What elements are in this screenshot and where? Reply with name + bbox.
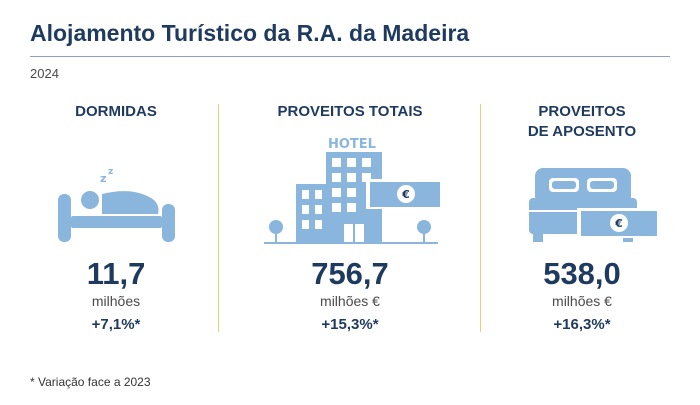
column-divider [480,104,481,332]
stat-heading: PROVEITOS DE APOSENTO [482,102,682,142]
column-divider [218,104,219,332]
svg-text:z: z [108,167,113,177]
stat-dormidas: DORMIDAS z z 11,7 milhões +7,1%* [16,100,216,350]
stat-heading-line1: PROVEITOS [538,103,626,120]
stat-unit: milhões € [320,293,380,309]
stat-heading-line2: DE APOSENTO [527,123,637,140]
stat-change: +15,3%* [321,316,379,333]
sleeping-person-icon: z z [16,152,216,252]
footnote: * Variação face a 2023 [30,375,151,389]
double-bed-icon: € [482,164,682,264]
euro-symbol: € [401,188,410,201]
euro-symbol: € [614,217,623,230]
stat-unit: milhões [91,293,141,309]
stat-change: +7,1%* [91,316,141,333]
stat-heading: DORMIDAS [75,103,157,120]
stat-value: 756,7 [311,256,389,291]
hotel-sign-text: HOTEL [328,137,376,152]
stat-value: 538,0 [543,256,621,291]
stat-unit: milhões € [552,293,612,309]
stat-value: 11,7 [86,256,146,291]
stat-proveitos-totais: PROVEITOS TOTAIS HOTEL [250,100,450,350]
stat-proveitos-aposento: PROVEITOS DE APOSENTO € 538,0 milhões € … [482,100,682,350]
svg-text:z: z [100,172,106,185]
title-rule [30,56,670,57]
stat-heading: PROVEITOS TOTAIS [277,103,423,120]
page-title: Alojamento Turístico da R.A. da Madeira [30,20,470,46]
stat-change: +16,3%* [553,316,611,333]
year-label: 2024 [30,66,59,81]
hotel-icon: HOTEL € [250,132,450,244]
